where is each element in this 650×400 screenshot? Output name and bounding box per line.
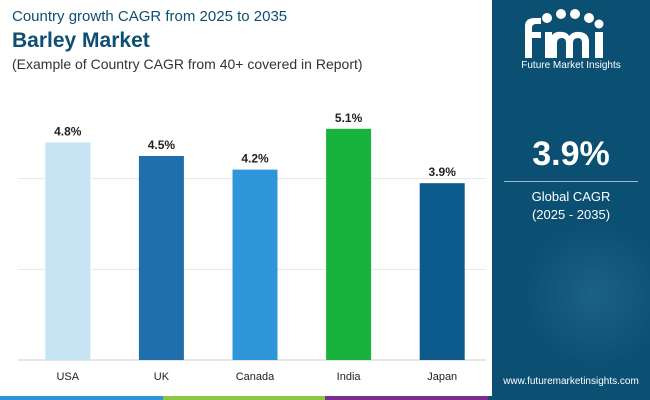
- chart-header: Country growth CAGR from 2025 to 2035 Ba…: [12, 8, 363, 73]
- data-label-canada: 4.2%: [241, 152, 269, 166]
- strip-segment-1: [0, 396, 163, 400]
- global-cagr-period: (2025 - 2035): [531, 207, 611, 222]
- x-tick-usa: USA: [56, 371, 79, 383]
- bar-india: [326, 128, 372, 360]
- chart-title: Barley Market: [12, 29, 150, 52]
- bottom-color-strip: [0, 396, 650, 400]
- chart-subtitle: Country growth CAGR from 2025 to 2035: [12, 8, 288, 25]
- data-label-usa: 4.8%: [54, 124, 82, 138]
- bar-canada: [232, 169, 278, 360]
- global-cagr-value: 3.9%: [532, 135, 610, 173]
- global-cagr-label: Global CAGR: [531, 189, 611, 204]
- stat-divider: [504, 181, 638, 182]
- strip-segment-3: [325, 396, 488, 400]
- data-label-japan: 3.9%: [429, 165, 457, 179]
- bar-uk: [138, 156, 184, 360]
- x-tick-india: India: [337, 371, 362, 383]
- x-tick-japan: Japan: [427, 371, 457, 383]
- x-tick-uk: UK: [154, 371, 170, 383]
- x-tick-canada: Canada: [236, 371, 275, 383]
- chart-note: (Example of Country CAGR from 40+ covere…: [12, 56, 363, 72]
- website-link[interactable]: www.futuremarketinsights.com: [503, 376, 639, 387]
- panel-decoration: [520, 220, 650, 370]
- bar-japan: [419, 183, 465, 360]
- data-label-india: 5.1%: [335, 111, 363, 125]
- strip-segment-2: [162, 396, 325, 400]
- fmi-logo-icon: [525, 9, 604, 58]
- logo-text: Future Market Insights: [521, 60, 621, 71]
- bar-chart: 4.8% USA 4.5% UK 4.2% Canada 5.1% India 3.9% Japa…: [18, 111, 486, 383]
- bar-usa: [45, 142, 91, 360]
- strip-segment-4: [487, 396, 650, 400]
- data-label-uk: 4.5%: [148, 138, 176, 152]
- brand-logo: Future Market Insights: [492, 6, 650, 71]
- side-panel: Future Market Insights 3.9% Global CAGR …: [492, 0, 650, 400]
